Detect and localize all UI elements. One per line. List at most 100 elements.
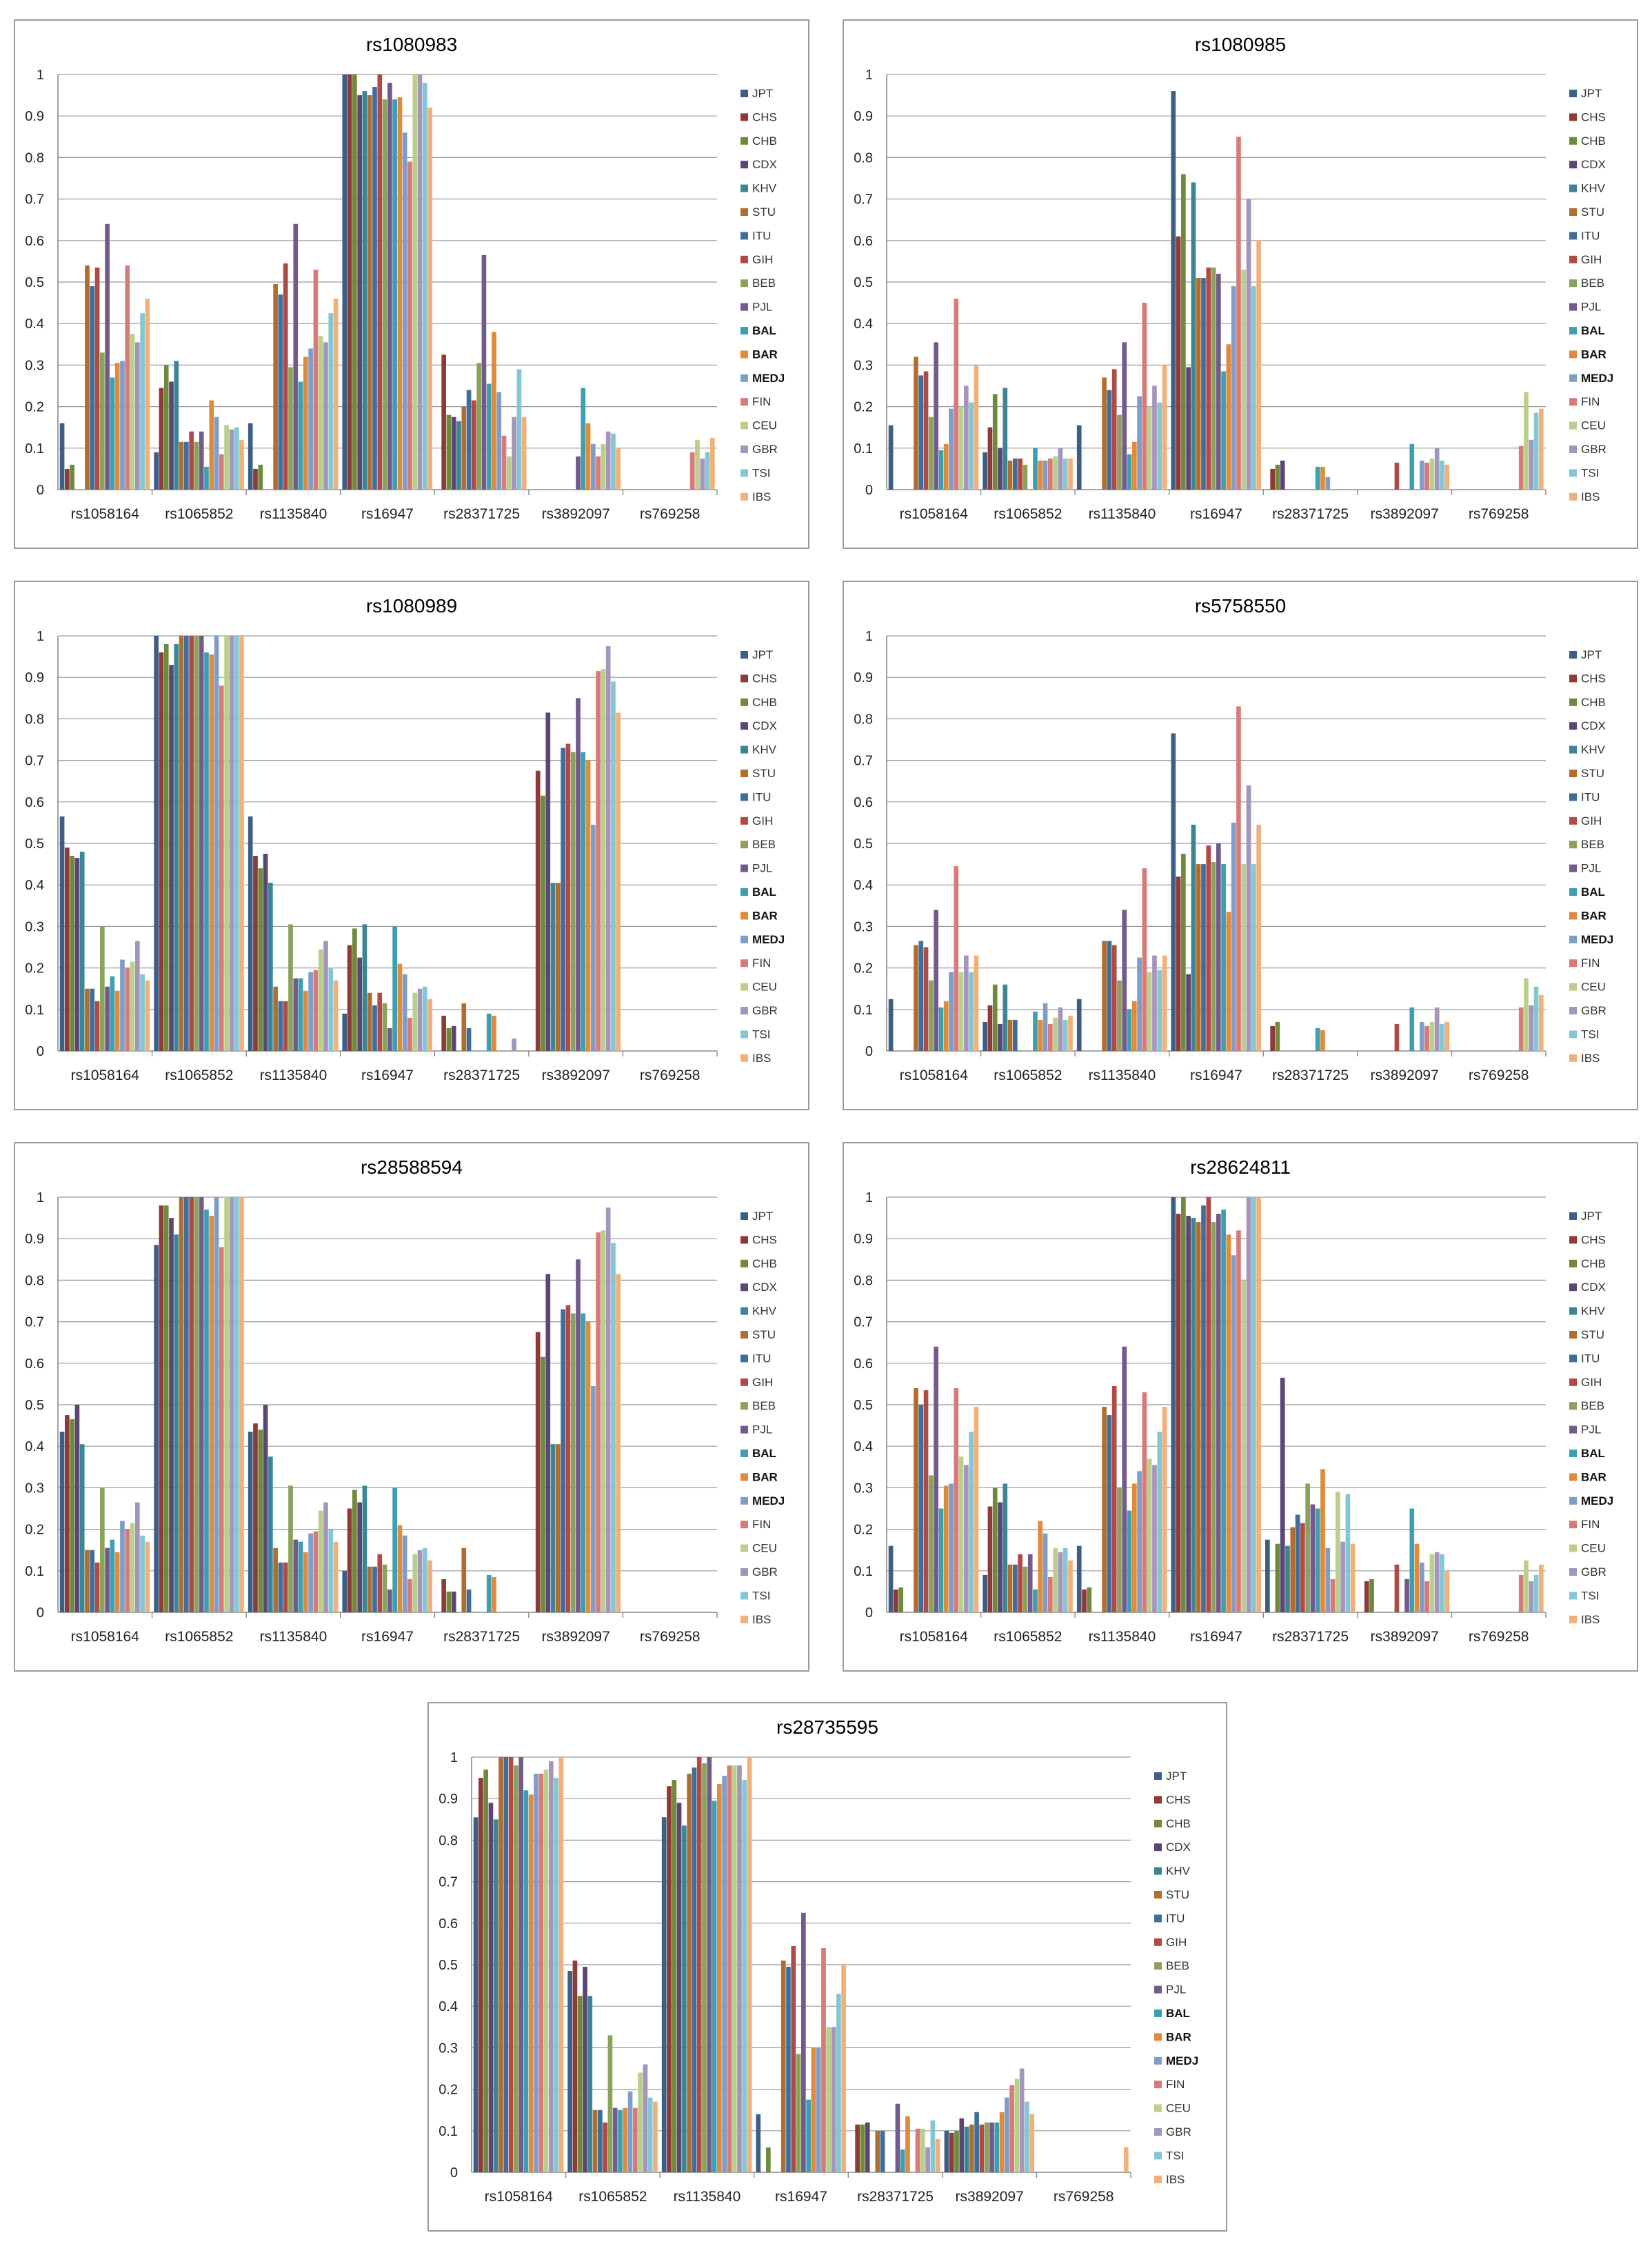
bar-itu: [1201, 1205, 1206, 1612]
bar-itu: [503, 1757, 509, 2172]
bar-pjl: [612, 2107, 618, 2172]
bar-chs: [535, 770, 541, 1051]
bar-chs: [347, 1508, 352, 1612]
x-category-label: rs28371725: [1272, 506, 1349, 522]
bar-chb: [1087, 1587, 1092, 1612]
legend-label: IBS: [1166, 2173, 1185, 2186]
x-category-label: rs769258: [1469, 506, 1529, 522]
bar-jpt: [154, 452, 159, 490]
bar-jpt: [888, 425, 894, 490]
legend-swatch: [1569, 492, 1577, 501]
bar-jpt: [1265, 1539, 1270, 1612]
bar-chart-1: rs1080983 0 0.1 0.2 0.3 0.4 0.5 0.6 0.7 0.8 0.9 1 rs…: [25, 34, 785, 522]
bar-bal: [1033, 448, 1038, 490]
legend-swatch: [1569, 674, 1577, 683]
bar-jpt: [248, 1432, 253, 1612]
bar-jpt: [1171, 1197, 1176, 1612]
legend-swatch: [741, 912, 748, 920]
y-tick-label: 0.7: [854, 754, 873, 769]
y-tick-label: 0.7: [25, 754, 44, 769]
bar-tsi: [1533, 1574, 1539, 1612]
bar-stu: [1196, 1222, 1201, 1612]
legend-label: ITU: [752, 790, 771, 803]
bar-bal: [204, 1210, 209, 1612]
bar-khv: [268, 883, 273, 1051]
bar-tsi: [1025, 2101, 1029, 2172]
bar-fin: [125, 968, 130, 1051]
bar-ceu: [412, 74, 418, 490]
bar-beb: [382, 99, 387, 490]
legend-label: GBR: [752, 1004, 778, 1017]
bar-ceu: [1147, 972, 1152, 1051]
bar-pjl: [1216, 843, 1221, 1051]
bar-fin: [596, 1232, 601, 1612]
x-category-label: rs16947: [775, 2189, 827, 2205]
bar-gih: [377, 74, 383, 490]
bar-chs: [987, 1506, 993, 1612]
bar-jpt: [248, 816, 253, 1051]
bar-bal: [994, 2122, 1000, 2172]
bar-bar: [1038, 1019, 1043, 1051]
legend-swatch: [1569, 1615, 1577, 1623]
bar-bal: [486, 383, 492, 490]
legend-label: TSI: [1581, 1589, 1599, 1602]
bar-ibs: [239, 636, 244, 1051]
bar-ceu: [1053, 456, 1058, 490]
bar-bal: [938, 450, 944, 490]
bar-bar: [1320, 466, 1325, 490]
bar-bal: [392, 99, 397, 490]
bar-ceu: [224, 425, 229, 490]
y-tick-label: 0.9: [25, 1232, 44, 1247]
legend-label: MEDJ: [1581, 933, 1613, 946]
bar-fin: [313, 1531, 319, 1612]
bar-khv: [1191, 182, 1196, 490]
bar-jpt: [473, 1817, 479, 2172]
bar-medj: [1419, 460, 1424, 490]
bar-bal: [110, 1539, 115, 1612]
bar-cdx: [545, 712, 551, 1051]
bar-gbr: [548, 1761, 554, 2172]
bar-ceu: [130, 1523, 135, 1612]
bar-bar: [811, 2047, 816, 2172]
x-category-label: rs16947: [361, 1068, 414, 1083]
legend-label: PJL: [752, 862, 772, 875]
bar-beb: [100, 1487, 105, 1612]
y-tick-label: 0.1: [439, 2124, 458, 2139]
legend-swatch: [741, 1544, 748, 1552]
bar-stu: [1102, 941, 1107, 1051]
legend-label: MEDJ: [752, 372, 785, 385]
chart-title: rs1080989: [366, 595, 457, 617]
legend-swatch: [1569, 1473, 1577, 1481]
bar-cdx: [959, 2118, 965, 2172]
y-tick-label: 0: [865, 1605, 873, 1621]
bar-ceu: [1429, 458, 1435, 490]
bar-stu: [461, 1547, 467, 1612]
legend-swatch: [741, 651, 748, 659]
bar-gih: [979, 2124, 985, 2172]
legend-swatch: [1569, 184, 1577, 192]
bar-bar: [528, 1794, 534, 2172]
bar-bar: [492, 1576, 496, 1612]
bar-beb: [1305, 1483, 1310, 1612]
bar-ibs: [1538, 994, 1544, 1051]
bar-tsi: [1251, 864, 1256, 1051]
x-category-label: rs1065852: [578, 2189, 647, 2205]
bar-stu: [367, 1566, 372, 1612]
bar-pjl: [199, 431, 204, 490]
bar-jpt: [59, 816, 65, 1051]
legend-label: ITU: [1581, 1352, 1600, 1365]
bar-cdx: [357, 1502, 362, 1612]
y-tick-label: 0.3: [25, 919, 44, 934]
bar-gih: [603, 2122, 607, 2172]
legend-swatch: [741, 208, 748, 216]
bar-bar: [1131, 441, 1137, 490]
bar-itu: [561, 1309, 565, 1612]
legend-swatch: [741, 745, 748, 754]
legend-swatch: [1569, 303, 1577, 311]
legend-swatch: [1569, 255, 1577, 263]
bar-bar: [209, 400, 214, 490]
y-tick-label: 0: [37, 483, 44, 498]
legend-label: KHV: [1581, 743, 1606, 757]
legend-label: GBR: [752, 1565, 778, 1579]
bar-ibs: [145, 299, 150, 490]
